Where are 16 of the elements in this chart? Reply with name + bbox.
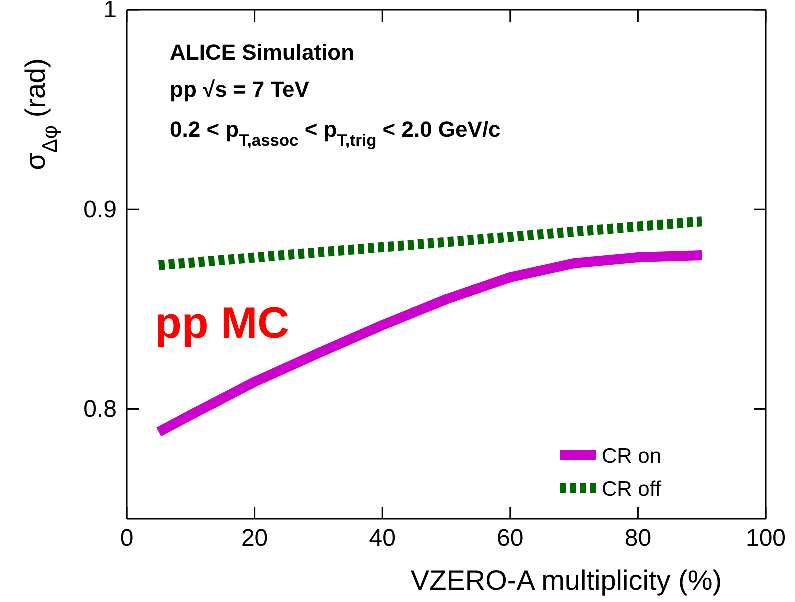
x-tick-label: 60 bbox=[497, 525, 524, 552]
legend-label: CR on bbox=[602, 445, 662, 468]
legend-label: CR off bbox=[602, 478, 662, 501]
annotation: pp MC bbox=[155, 299, 290, 348]
x-tick-label: 0 bbox=[120, 525, 134, 552]
x-tick-label: 80 bbox=[624, 525, 652, 552]
x-tick-label: 40 bbox=[369, 525, 396, 552]
y-tick-label: 0.9 bbox=[84, 196, 117, 224]
annotation: pp √s = 7 TeV bbox=[170, 77, 310, 102]
x-tick-label: 100 bbox=[746, 525, 786, 552]
x-tick-label: 20 bbox=[241, 525, 268, 552]
annotation: 0.2 < p$_{T,assoc}$ < p$_{T,trig}$ < 2.0 GeV/c bbox=[170, 117, 501, 150]
y-tick-label: 1 bbox=[104, 0, 117, 24]
y-tick-label: 0.8 bbox=[84, 396, 117, 423]
x-axis-title: VZERO-A multiplicity (%) bbox=[410, 565, 722, 596]
annotation: ALICE Simulation bbox=[170, 40, 355, 65]
